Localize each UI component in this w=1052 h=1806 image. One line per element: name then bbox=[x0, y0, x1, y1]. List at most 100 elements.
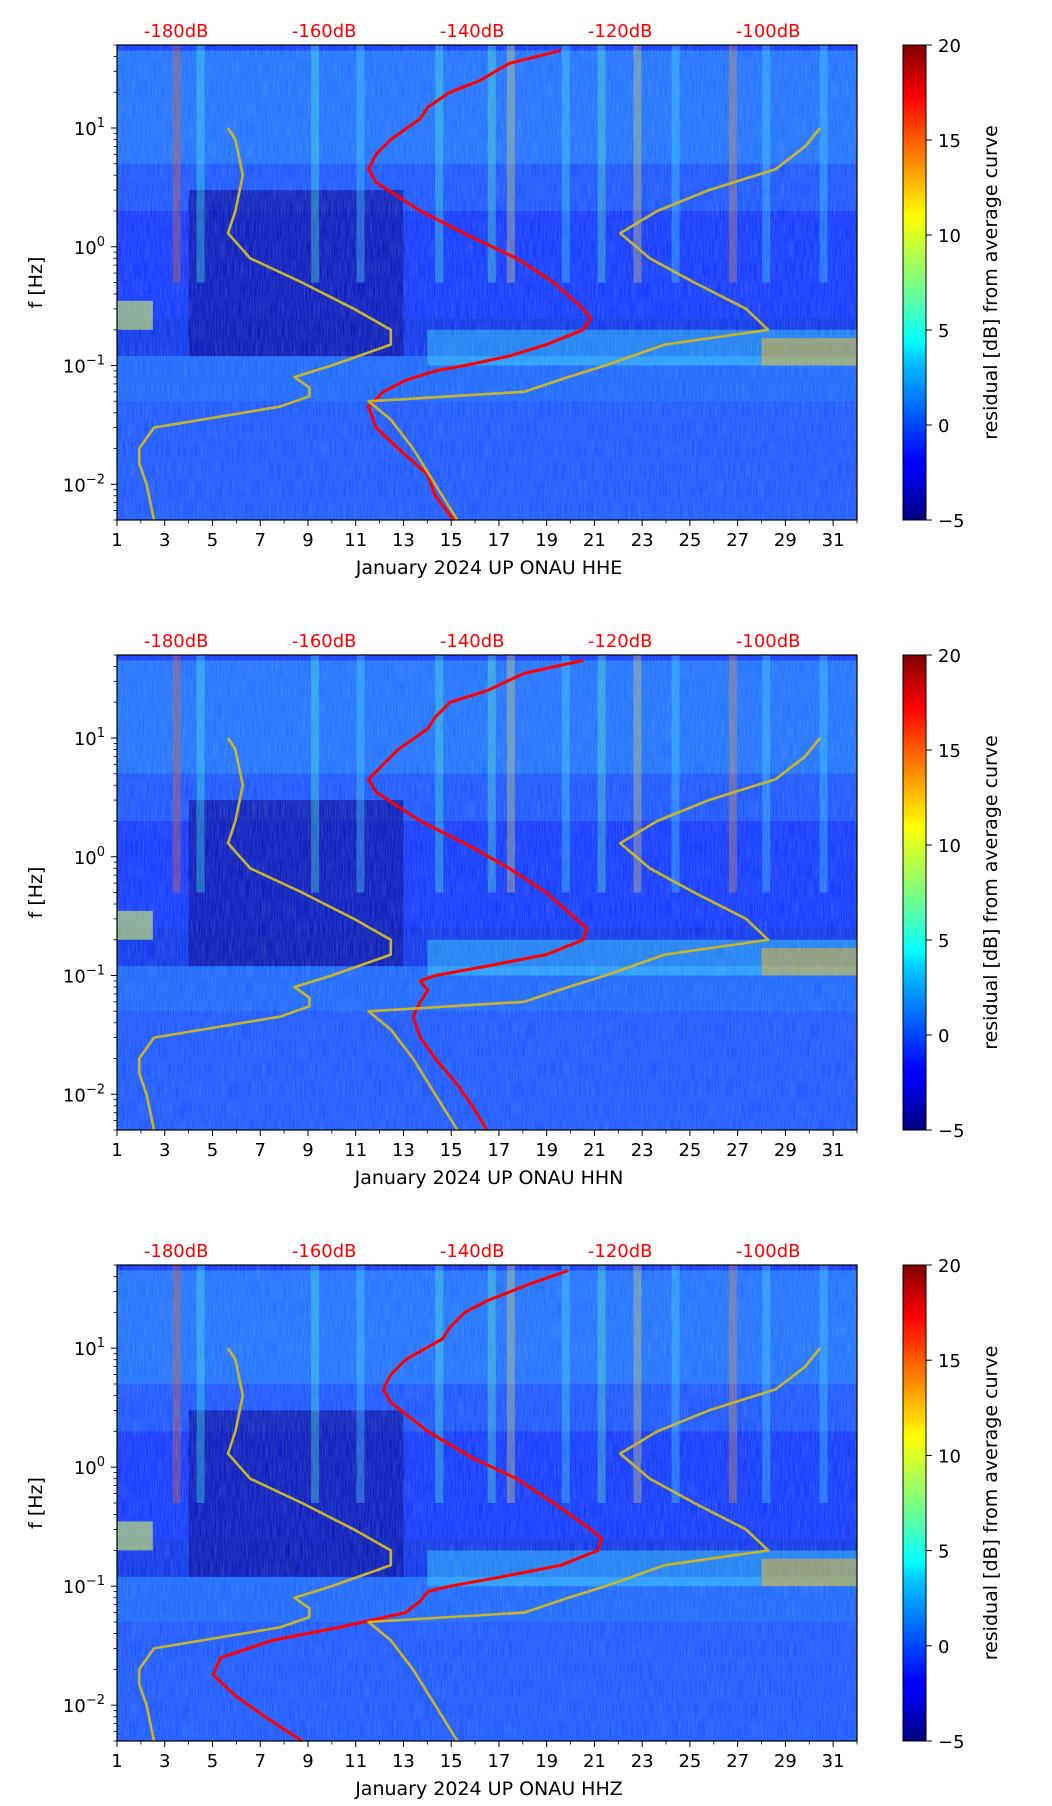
x-tick-label: 11 bbox=[344, 1140, 367, 1161]
colorbar-tick-label: 5 bbox=[938, 931, 949, 952]
colorbar-tick-label: −5 bbox=[938, 1732, 965, 1753]
colorbar-label: residual [dB] from average curve bbox=[980, 1346, 1002, 1661]
x-tick-label: 15 bbox=[440, 1751, 463, 1772]
y-tick-label: 10−2 bbox=[63, 1693, 105, 1717]
db-scale-label: -140dB bbox=[440, 1241, 505, 1262]
db-scale-label: -180dB bbox=[144, 21, 209, 42]
x-tick-label: 3 bbox=[159, 530, 170, 551]
y-axis-label: f [Hz] bbox=[25, 1477, 47, 1529]
colorbar-tick-label: 20 bbox=[938, 36, 961, 57]
x-tick-label: 13 bbox=[392, 1751, 415, 1772]
y-tick-label: 10−1 bbox=[63, 354, 105, 378]
x-tick-label: 5 bbox=[207, 1140, 218, 1161]
colorbar-gradient bbox=[902, 1264, 927, 1742]
x-tick-label: 7 bbox=[254, 530, 265, 551]
colorbar-tick-label: 10 bbox=[938, 836, 961, 857]
nlnm-line bbox=[137, 127, 393, 521]
x-tick-label: 1 bbox=[111, 1140, 122, 1161]
x-tick-label: 1 bbox=[111, 1751, 122, 1772]
x-tick-label: 19 bbox=[535, 1140, 558, 1161]
nhnm-line bbox=[367, 1347, 822, 1742]
y-tick-label: 10−2 bbox=[63, 1082, 105, 1106]
x-tick-label: 1 bbox=[111, 530, 122, 551]
x-tick-label: 25 bbox=[678, 1140, 701, 1161]
db-scale-label: -160dB bbox=[292, 1241, 357, 1262]
colorbar-tick-label: 0 bbox=[938, 416, 949, 437]
x-tick-label: 11 bbox=[344, 530, 367, 551]
x-tick-label: 19 bbox=[535, 1751, 558, 1772]
y-axis-label: f [Hz] bbox=[25, 867, 47, 919]
x-tick-label: 9 bbox=[302, 530, 313, 551]
colorbar-tick-label: −5 bbox=[938, 511, 965, 532]
y-tick-label: 101 bbox=[74, 116, 105, 140]
db-scale-label: -100dB bbox=[736, 21, 801, 42]
spectrogram-image bbox=[117, 1265, 857, 1741]
y-tick-label: 101 bbox=[74, 726, 105, 750]
nlnm-line bbox=[137, 737, 393, 1131]
spectrogram-image bbox=[117, 655, 857, 1130]
colorbar: 20 15 10 5 0 −5 residual [dB] from average cur… bbox=[902, 646, 1002, 1142]
x-tick-label: 21 bbox=[583, 530, 606, 551]
spectrogram-image bbox=[117, 45, 857, 520]
colorbar-tick-label: 20 bbox=[938, 646, 961, 667]
colorbar-tick-label: 0 bbox=[938, 1637, 949, 1658]
x-tick-label: 25 bbox=[678, 1751, 701, 1772]
x-tick-label: 5 bbox=[207, 1751, 218, 1772]
x-tick-label: 19 bbox=[535, 530, 558, 551]
db-scale-label: -140dB bbox=[440, 631, 505, 652]
panel-2: 1 3 5 7 9 11 13 15 17 19 21 23 25 27 29 3110110010−110−… bbox=[25, 631, 1002, 1189]
psd-median-line bbox=[211, 1268, 604, 1743]
db-scale-label: -180dB bbox=[144, 1241, 209, 1262]
db-scale-label: -160dB bbox=[292, 21, 357, 42]
y-tick-label: 101 bbox=[74, 1336, 105, 1360]
y-tick-label: 100 bbox=[74, 845, 105, 869]
x-tick-label: 5 bbox=[207, 530, 218, 551]
colorbar-tick-label: 0 bbox=[938, 1026, 949, 1047]
x-tick-label: 31 bbox=[822, 1751, 845, 1772]
colorbar-tick-label: 5 bbox=[938, 1542, 949, 1563]
x-tick-label: 11 bbox=[344, 1751, 367, 1772]
x-tick-label: 15 bbox=[440, 1140, 463, 1161]
x-tick-label: 7 bbox=[254, 1140, 265, 1161]
x-tick-label: 21 bbox=[583, 1140, 606, 1161]
y-axis-label: f [Hz] bbox=[25, 257, 47, 309]
x-tick-label: 3 bbox=[159, 1140, 170, 1161]
x-tick-label: 31 bbox=[822, 530, 845, 551]
db-scale-label: -160dB bbox=[292, 631, 357, 652]
x-tick-label: 15 bbox=[440, 530, 463, 551]
colorbar-gradient bbox=[902, 654, 927, 1131]
x-tick-label: 3 bbox=[159, 1751, 170, 1772]
psd-median-line bbox=[367, 658, 589, 1131]
db-scale-label: -100dB bbox=[736, 1241, 801, 1262]
colorbar-label: residual [dB] from average curve bbox=[980, 125, 1002, 440]
db-scale-label: -120dB bbox=[588, 631, 653, 652]
colorbar-tick-label: −5 bbox=[938, 1121, 965, 1142]
x-tick-label: 23 bbox=[631, 530, 654, 551]
colorbar: 20 15 10 5 0 −5 residual [dB] from average cur… bbox=[902, 1256, 1002, 1753]
x-tick-label: 13 bbox=[392, 530, 415, 551]
x-tick-label: 9 bbox=[302, 1751, 313, 1772]
x-tick-label: 29 bbox=[774, 530, 797, 551]
y-tick-label: 10−1 bbox=[63, 1574, 105, 1598]
x-tick-label: 29 bbox=[774, 1140, 797, 1161]
y-tick-label: 10−1 bbox=[63, 964, 105, 988]
x-axis-label: January 2024 UP ONAU HHE bbox=[355, 557, 623, 579]
nlnm-line bbox=[137, 1347, 393, 1742]
x-tick-label: 9 bbox=[302, 1140, 313, 1161]
x-tick-label: 17 bbox=[487, 1140, 510, 1161]
x-tick-label: 23 bbox=[631, 1140, 654, 1161]
x-axis-label: January 2024 UP ONAU HHZ bbox=[354, 1778, 623, 1800]
db-scale-label: -120dB bbox=[588, 1241, 653, 1262]
db-scale-label: -180dB bbox=[144, 631, 209, 652]
colorbar-tick-label: 15 bbox=[938, 741, 961, 762]
db-scale-label: -120dB bbox=[588, 21, 653, 42]
x-tick-label: 17 bbox=[487, 530, 510, 551]
x-tick-label: 23 bbox=[631, 1751, 654, 1772]
x-tick-label: 17 bbox=[487, 1751, 510, 1772]
colorbar-tick-label: 5 bbox=[938, 321, 949, 342]
nhnm-line bbox=[367, 737, 822, 1131]
colorbar-label: residual [dB] from average curve bbox=[980, 735, 1002, 1050]
y-tick-label: 100 bbox=[74, 1455, 105, 1479]
colorbar-tick-label: 15 bbox=[938, 131, 961, 152]
colorbar-gradient bbox=[902, 44, 927, 521]
